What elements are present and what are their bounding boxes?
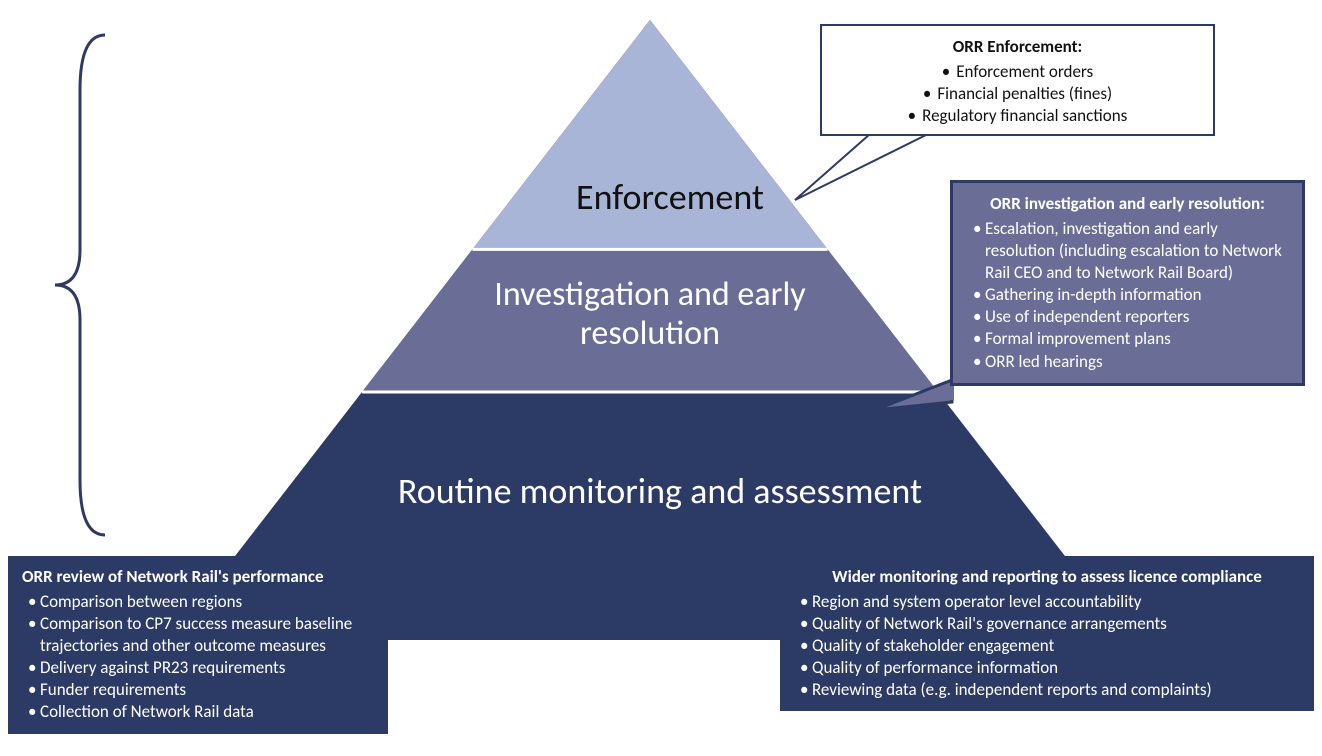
callout-wider-item: Region and system operator level account… bbox=[794, 591, 1300, 613]
callout-enforcement-list: Enforcement orders Financial penalties (… bbox=[836, 61, 1199, 127]
callout-review: ORR review of Network Rail's performance… bbox=[8, 556, 388, 734]
callout-review-item: Collection of Network Rail data bbox=[22, 701, 374, 723]
label-enforcement: Enforcement bbox=[470, 175, 870, 219]
callout-wider-item: Reviewing data (e.g. independent reports… bbox=[794, 679, 1300, 701]
callout-wider-title: Wider monitoring and reporting to assess… bbox=[794, 566, 1300, 587]
callout-wider: Wider monitoring and reporting to assess… bbox=[780, 556, 1314, 711]
callout-investigation-item: Escalation, investigation and early reso… bbox=[967, 218, 1288, 284]
callout-investigation-item: ORR led hearings bbox=[967, 351, 1288, 373]
callout-investigation-list: Escalation, investigation and early reso… bbox=[967, 218, 1288, 373]
label-investigation: Investigation and early resolution bbox=[430, 275, 870, 353]
callout-wider-item: Quality of performance information bbox=[794, 657, 1300, 679]
callout-investigation-item: Gathering in-depth information bbox=[967, 284, 1288, 306]
diagram-canvas: Enforcement Investigation and early reso… bbox=[0, 0, 1322, 756]
callout-review-item: Funder requirements bbox=[22, 679, 374, 701]
callout-wider-item: Quality of stakeholder engagement bbox=[794, 635, 1300, 657]
callout-enforcement-item: Regulatory financial sanctions bbox=[836, 105, 1199, 127]
callout-enforcement-title: ORR Enforcement: bbox=[836, 36, 1199, 57]
callout-enforcement-item: Enforcement orders bbox=[836, 61, 1199, 83]
callout-investigation-item: Formal improvement plans bbox=[967, 328, 1288, 350]
callout-review-item: Comparison between regions bbox=[22, 591, 374, 613]
callout-investigation: ORR investigation and early resolution: … bbox=[950, 180, 1305, 386]
left-brace bbox=[50, 30, 110, 540]
callout-enforcement-item: Financial penalties (fines) bbox=[836, 83, 1199, 105]
callout-wider-item: Quality of Network Rail's governance arr… bbox=[794, 613, 1300, 635]
callout-investigation-item: Use of independent reporters bbox=[967, 306, 1288, 328]
label-routine: Routine monitoring and assessment bbox=[380, 470, 940, 513]
callout-investigation-title: ORR investigation and early resolution: bbox=[967, 193, 1288, 214]
callout-review-title: ORR review of Network Rail's performance bbox=[22, 566, 374, 587]
callout-review-item: Comparison to CP7 success measure baseli… bbox=[22, 613, 374, 657]
callout-enforcement: ORR Enforcement: Enforcement orders Fina… bbox=[820, 24, 1215, 136]
callout-review-item: Delivery against PR23 requirements bbox=[22, 657, 374, 679]
callout-review-list: Comparison between regions Comparison to… bbox=[22, 591, 374, 724]
callout-wider-list: Region and system operator level account… bbox=[794, 591, 1300, 701]
